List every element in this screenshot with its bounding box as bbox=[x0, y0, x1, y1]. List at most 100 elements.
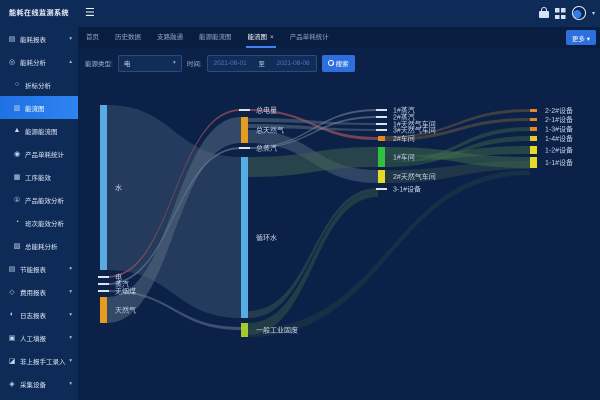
sankey-link-2#天然气车间-1-1#设备[interactable] bbox=[385, 161, 530, 183]
sankey-link-天然气-总天然气[interactable] bbox=[107, 117, 241, 323]
sidebar: 能耗在线监测系统 ▤ 能耗报表 ▾ ◎ 能耗分析 ▴ ○ 折标分析 ▥ 能流图 ▲ 能源能流图 ◉ 产品单… bbox=[0, 0, 78, 400]
sankey-link-1#车间-1-4#设备[interactable] bbox=[385, 136, 530, 167]
apps-grid-icon[interactable] bbox=[554, 8, 566, 19]
sidebar-item-label: 能源能流图 bbox=[25, 128, 58, 136]
more-button[interactable]: 更多 ▾ bbox=[565, 30, 596, 45]
tab-历史数据[interactable]: 历史数据 bbox=[107, 27, 149, 48]
date-start-value: 2021-08-01 bbox=[213, 59, 247, 67]
sankey-node-总蒸汽[interactable] bbox=[239, 147, 250, 149]
sidebar-item[interactable]: ▦ 工序能效 bbox=[0, 165, 78, 188]
sidebar-item[interactable]: ◔ 班次能效分析 bbox=[0, 211, 78, 234]
sidebar-item[interactable]: ▣ 人工填报 ▾ bbox=[0, 326, 78, 349]
sankey-node-无烟煤[interactable] bbox=[98, 290, 109, 292]
sidebar-item[interactable]: ▤ 节能报表 ▾ bbox=[0, 257, 78, 280]
sankey-node-天然气[interactable] bbox=[100, 297, 107, 323]
tab-能源能流图[interactable]: 能源能流图 bbox=[191, 27, 240, 48]
sankey-node-2#车间[interactable] bbox=[378, 136, 385, 141]
sankey-node-1-1#设备[interactable] bbox=[530, 157, 537, 168]
sankey-node-1#天然气车间[interactable] bbox=[376, 123, 387, 125]
sankey-link-循环水-3-1#设备[interactable] bbox=[248, 188, 378, 318]
sankey-node-label: 2#蒸汽 bbox=[393, 113, 415, 122]
sankey-node-总电量[interactable] bbox=[239, 109, 250, 111]
sankey-link-2#车间-2-1#设备[interactable] bbox=[385, 118, 530, 141]
tab-首页[interactable]: 首页 bbox=[78, 27, 107, 48]
top-header: ☰ ▾ bbox=[78, 0, 600, 27]
sankey-link-总天然气-3#天然气车间[interactable] bbox=[248, 124, 378, 131]
sidebar-item-label: 产品单耗统计 bbox=[25, 151, 64, 159]
sidebar-item[interactable]: ▨ 总能耗分析 bbox=[0, 234, 78, 257]
energy-type-select[interactable]: 电 ▾ bbox=[117, 54, 182, 72]
sankey-link-1#车间-1-3#设备[interactable] bbox=[385, 127, 530, 165]
sankey-link-无烟煤-一般工业固废[interactable] bbox=[107, 290, 241, 330]
main-area: ☰ ▾ 首页 历史数据 支路融通 能源能流图 能流图 × 产品单耗统计 更多 ▾ 能源类型:… bbox=[78, 0, 600, 400]
sidebar-item[interactable]: ◇ 费用报表 ▾ bbox=[0, 280, 78, 303]
sidebar-item[interactable]: ◐ 日志报表 ▾ bbox=[0, 303, 78, 326]
sankey-link-总电量-2#车间[interactable] bbox=[248, 109, 378, 140]
chevron-up-icon: ▴ bbox=[69, 58, 72, 65]
chevron-down-icon[interactable]: ▾ bbox=[591, 10, 595, 17]
user-avatar[interactable] bbox=[571, 6, 586, 20]
tab-产品单耗统计[interactable]: 产品单耗统计 bbox=[282, 27, 337, 48]
sankey-node-label: 一般工业固废 bbox=[256, 326, 298, 335]
sankey-link-电-总电量[interactable] bbox=[107, 109, 241, 278]
sankey-node-label: 1#车间 bbox=[393, 153, 415, 162]
sankey-link-1#车间-1-2#设备[interactable] bbox=[385, 146, 530, 162]
sankey-node-label: 循环水 bbox=[256, 233, 277, 242]
sankey-link-总蒸汽-1#蒸汽[interactable] bbox=[248, 109, 378, 148]
analysis-icon: ◎ bbox=[8, 58, 16, 66]
sankey-node-2#天然气车间[interactable] bbox=[378, 170, 385, 183]
sankey-link-2#车间-2-2#设备[interactable] bbox=[385, 109, 530, 138]
sankey-node-1-4#设备[interactable] bbox=[530, 136, 537, 141]
sankey-node-电[interactable] bbox=[98, 276, 109, 278]
sankey-node-水[interactable] bbox=[100, 105, 107, 270]
chevron-down-icon: ▾ bbox=[69, 311, 72, 318]
sankey-node-label: 总电量 bbox=[256, 106, 277, 115]
sankey-node-2#蒸汽[interactable] bbox=[376, 116, 387, 118]
product-unit-stat-icon: ◉ bbox=[13, 150, 21, 158]
sidebar-item[interactable]: ◉ 产品单耗统计 bbox=[0, 142, 78, 165]
sankey-node-3#天然气车间[interactable] bbox=[376, 129, 387, 131]
sidebar-item[interactable]: ▥ 能流图 bbox=[0, 96, 78, 119]
sidebar-item-label: 能耗分析 bbox=[20, 59, 46, 67]
sidebar-item[interactable]: ① 产品能效分析 bbox=[0, 188, 78, 211]
sankey-node-蒸汽[interactable] bbox=[98, 283, 109, 285]
sankey-node-label: 2#车间 bbox=[393, 134, 415, 143]
sankey-node-1-3#设备[interactable] bbox=[530, 127, 537, 131]
sankey-link-一般工业固废-3-1#设备[interactable] bbox=[248, 191, 378, 335]
total-energy-icon: ▨ bbox=[13, 242, 21, 250]
sankey-link-循环水-1#车间[interactable] bbox=[248, 147, 378, 177]
date-end-value: 2021-08-06 bbox=[276, 59, 310, 67]
sankey-link-总天然气-1#天然气车间[interactable] bbox=[248, 118, 378, 125]
log-report-icon: ◐ bbox=[9, 311, 15, 318]
sankey-node-循环水[interactable] bbox=[241, 157, 248, 318]
sankey-link-总蒸汽-2#蒸汽[interactable] bbox=[248, 116, 378, 149]
sankey-node-总天然气[interactable] bbox=[241, 117, 248, 143]
tab-label: 历史数据 bbox=[115, 34, 141, 41]
sankey-node-3-1#设备[interactable] bbox=[376, 188, 387, 190]
sankey-node-1#蒸汽[interactable] bbox=[376, 109, 387, 111]
sankey-link-一般工业固废-1-1#设备[interactable] bbox=[248, 170, 530, 337]
sidebar-item-label: 采集设备 bbox=[20, 381, 46, 389]
lock-icon[interactable] bbox=[538, 7, 549, 19]
sidebar-item-label: 人工填报 bbox=[20, 335, 46, 343]
sidebar-item[interactable]: ○ 折标分析 bbox=[0, 73, 78, 96]
sankey-node-1#车间[interactable] bbox=[378, 147, 385, 167]
sankey-node-1-2#设备[interactable] bbox=[530, 146, 537, 154]
search-button[interactable]: 搜索 bbox=[321, 54, 355, 72]
sidebar-item[interactable]: ◎ 能耗分析 ▴ bbox=[0, 50, 78, 73]
sidebar-item[interactable]: ◈ 采集设备 ▾ bbox=[0, 372, 78, 395]
hamburger-menu-icon[interactable]: ☰ bbox=[85, 7, 95, 19]
sidebar-item[interactable]: ▤ 能耗报表 ▾ bbox=[0, 27, 78, 50]
date-range-input[interactable]: 2021-08-01 至 2021-08-06 bbox=[206, 54, 317, 72]
close-icon[interactable]: × bbox=[270, 34, 274, 41]
sankey-node-2-1#设备[interactable] bbox=[530, 118, 537, 121]
tab-能流图[interactable]: 能流图 × bbox=[240, 27, 282, 48]
report-icon: ▤ bbox=[8, 35, 16, 43]
sankey-link-蒸汽-总蒸汽[interactable] bbox=[107, 147, 241, 285]
sidebar-item[interactable]: ◪ 非上报手工录入 ▾ bbox=[0, 349, 78, 372]
sankey-node-一般工业固废[interactable] bbox=[241, 323, 248, 337]
sidebar-item[interactable]: ▲ 能源能流图 bbox=[0, 119, 78, 142]
sankey-node-2-2#设备[interactable] bbox=[530, 109, 537, 112]
tab-支路融通[interactable]: 支路融通 bbox=[149, 27, 191, 48]
tab-label: 支路融通 bbox=[157, 34, 183, 41]
